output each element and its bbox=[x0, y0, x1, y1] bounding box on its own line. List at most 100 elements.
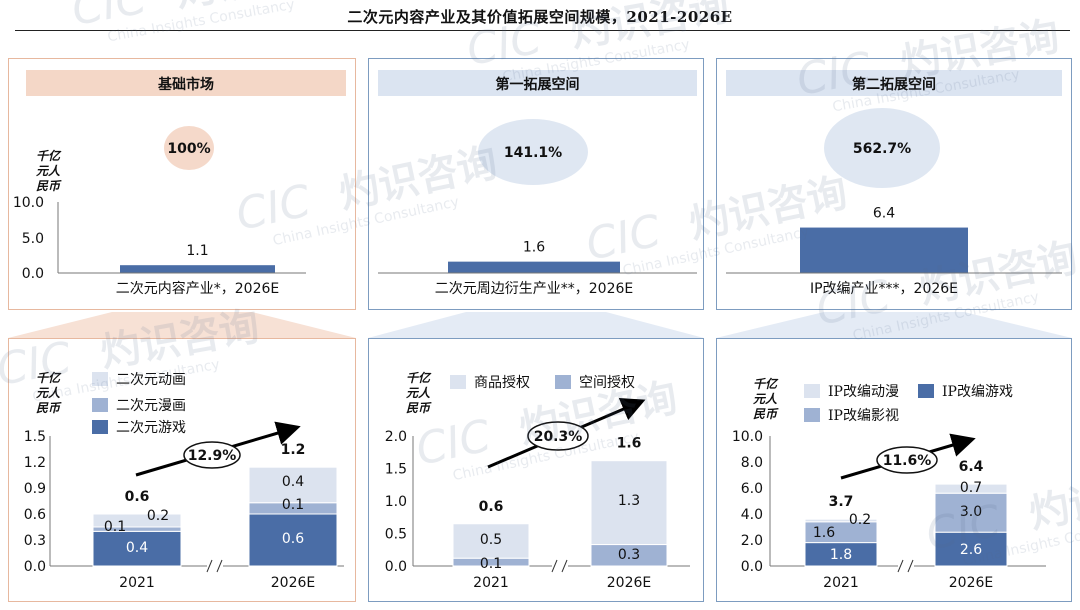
y-tick-label: 1.2 bbox=[24, 455, 46, 471]
bar-total-label: 0.6 bbox=[479, 499, 504, 515]
legend-label: IP改编影视 bbox=[828, 408, 899, 424]
legend-swatch bbox=[92, 420, 108, 434]
cagr-label: 11.6% bbox=[883, 453, 932, 469]
panel-first-expansion-bottom bbox=[368, 338, 704, 602]
x-tick-label: 2021 bbox=[473, 575, 509, 591]
x-tick-label: 2026E bbox=[949, 575, 993, 591]
segment-value-label: 0.4 bbox=[282, 474, 304, 490]
bar-value-label: 6.4 bbox=[873, 206, 895, 222]
legend-label: 二次元动画 bbox=[116, 372, 186, 388]
growth-bubble bbox=[824, 108, 940, 188]
segment-value-label: 0.2 bbox=[147, 508, 169, 524]
segment-value-label: 3.0 bbox=[960, 504, 982, 520]
growth-bubble-label: 100% bbox=[167, 141, 210, 157]
bar-total-label: 1.2 bbox=[281, 442, 306, 458]
segment-value-label: 0.1 bbox=[480, 556, 502, 572]
bar-value-label: 1.6 bbox=[523, 240, 545, 256]
legend-swatch bbox=[555, 375, 571, 389]
legend-swatch bbox=[92, 372, 108, 386]
bar-total-label: 3.7 bbox=[829, 494, 854, 510]
axis-break-mark bbox=[216, 559, 223, 573]
segment-value-label: 0.2 bbox=[849, 512, 871, 528]
legend-label: IP改编动漫 bbox=[828, 384, 899, 400]
market-size-bar bbox=[120, 265, 275, 273]
legend-swatch bbox=[450, 375, 466, 389]
panel-header-bar bbox=[726, 70, 1062, 96]
segment-value-label: 2.6 bbox=[960, 542, 982, 558]
axis-break-mark bbox=[897, 559, 904, 573]
page-title: 二次元内容产业及其价值拓展空间规模，2021-2026E bbox=[347, 8, 733, 26]
legend-label: 二次元漫画 bbox=[116, 398, 186, 414]
unit-label: 元人 bbox=[406, 386, 431, 400]
segment-value-label: 0.7 bbox=[960, 480, 982, 496]
unit-label: 千亿 bbox=[406, 371, 432, 385]
cagr-label: 12.9% bbox=[188, 448, 237, 464]
market-size-bar bbox=[448, 261, 620, 273]
y-tick-label: 10.0 bbox=[13, 195, 44, 211]
segment-value-label: 0.6 bbox=[282, 531, 304, 547]
axis-break-gap bbox=[898, 562, 914, 570]
y-tick-label: 6.0 bbox=[741, 481, 763, 497]
panel-header-bar bbox=[378, 70, 697, 96]
y-tick-label: 0.0 bbox=[22, 266, 44, 282]
y-tick-label: 4.0 bbox=[741, 507, 763, 523]
segment-value-label: 0.3 bbox=[618, 547, 640, 563]
segment-value-label: 1.6 bbox=[813, 525, 835, 541]
cagr-ellipse bbox=[183, 441, 241, 469]
axis-break-mark bbox=[561, 559, 568, 573]
axis-break-gap bbox=[552, 562, 568, 570]
segment-value-label: 0.5 bbox=[480, 532, 502, 548]
legend-swatch bbox=[918, 384, 934, 398]
cagr-ellipse bbox=[876, 446, 938, 474]
unit-label: 元人 bbox=[36, 386, 61, 400]
bar-category-label: IP改编产业***，2026E bbox=[810, 281, 958, 297]
legend-label: IP改编游戏 bbox=[942, 384, 1013, 400]
y-tick-label: 0.3 bbox=[24, 533, 46, 549]
segment-value-label: 1.8 bbox=[830, 547, 852, 563]
stacked-bar-segment bbox=[934, 492, 1008, 533]
unit-label: 民币 bbox=[753, 407, 779, 421]
stacked-bar-segment bbox=[804, 518, 878, 523]
panel-header-title: 第二拓展空间 bbox=[852, 76, 936, 93]
y-tick-label: 0.6 bbox=[24, 507, 46, 523]
y-tick-label: 2.0 bbox=[385, 429, 407, 445]
unit-label: 元人 bbox=[36, 164, 61, 178]
axis-break-mark bbox=[907, 559, 914, 573]
bar-total-label: 6.4 bbox=[959, 459, 984, 475]
unit-label: 民币 bbox=[406, 401, 432, 415]
unit-label: 民币 bbox=[36, 179, 62, 193]
y-tick-label: 0.5 bbox=[385, 527, 407, 543]
legend-label: 商品授权 bbox=[474, 375, 530, 391]
unit-label: 千亿 bbox=[753, 377, 779, 391]
panel-second-expansion-top bbox=[716, 58, 1072, 310]
x-tick-label: 2021 bbox=[119, 575, 155, 591]
watermark-chinese: 灼识咨询 bbox=[1025, 460, 1080, 538]
panel-header-title: 基础市场 bbox=[158, 76, 214, 93]
panel-base-market-top bbox=[8, 58, 356, 310]
unit-label: 千亿 bbox=[36, 371, 62, 385]
x-tick-label: 2021 bbox=[823, 575, 859, 591]
bar-value-label: 1.1 bbox=[186, 243, 208, 259]
y-tick-label: 10.0 bbox=[732, 429, 763, 445]
y-tick-label: 0.0 bbox=[24, 559, 46, 575]
unit-label: 元人 bbox=[753, 392, 778, 406]
legend-swatch bbox=[804, 408, 820, 422]
stacked-bar-segment bbox=[934, 531, 1008, 567]
y-tick-label: 1.5 bbox=[24, 429, 46, 445]
y-tick-label: 2.0 bbox=[741, 533, 763, 549]
cagr-ellipse bbox=[527, 421, 589, 451]
bar-total-label: 1.6 bbox=[617, 436, 642, 452]
segment-value-label: 1.3 bbox=[618, 493, 640, 509]
panel-connector bbox=[368, 312, 704, 338]
y-tick-label: 1.5 bbox=[385, 462, 407, 478]
growth-bubble-label: 141.1% bbox=[504, 145, 562, 161]
stacked-bar-segment bbox=[248, 466, 338, 504]
unit-label: 千亿 bbox=[36, 149, 62, 163]
x-tick-label: 2026E bbox=[271, 575, 315, 591]
y-tick-label: 0.9 bbox=[24, 481, 46, 497]
segment-value-label: 0.1 bbox=[282, 497, 304, 513]
panel-header-bar bbox=[26, 70, 346, 96]
